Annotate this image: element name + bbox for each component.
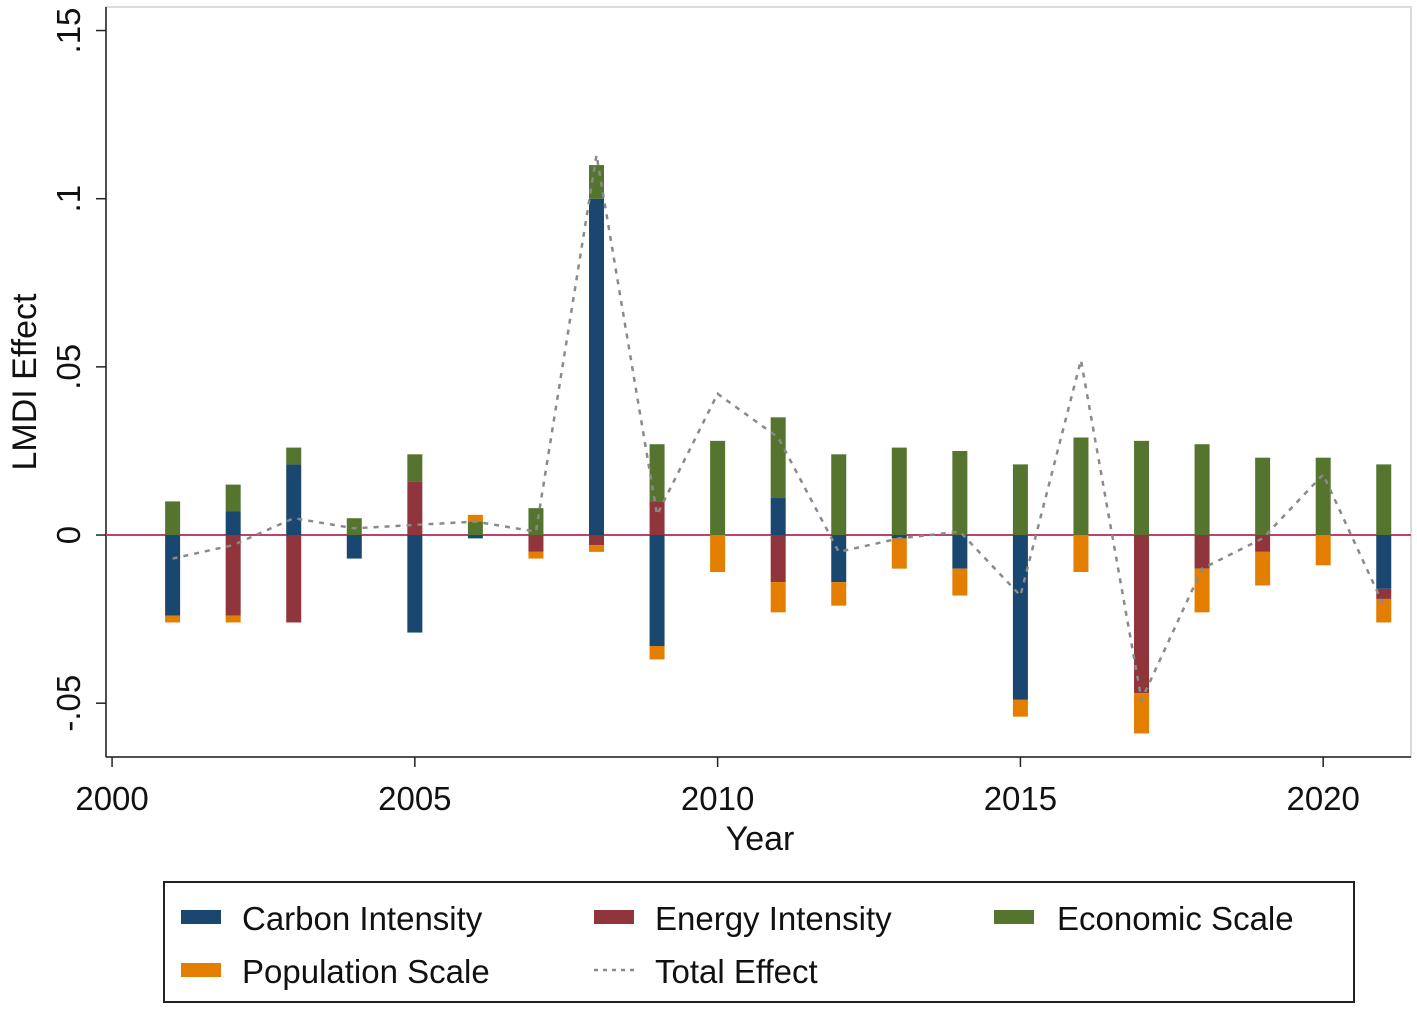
bar-ei-2005	[407, 481, 423, 536]
legend-label-economic-scale: Economic Scale	[1057, 900, 1294, 937]
bar-ci-2004	[346, 535, 362, 559]
bar-es-2001	[165, 501, 181, 536]
bar-ci-2006	[467, 535, 483, 539]
x-tick-label: 2005	[378, 780, 451, 817]
bar-ps-2020	[1315, 535, 1331, 566]
legend-key-economic-scale	[994, 910, 1034, 924]
bar-ps-2010	[710, 535, 726, 573]
bar-es-2014	[952, 450, 968, 536]
bar-es-2015	[1012, 464, 1028, 536]
bar-ci-2009	[649, 535, 665, 647]
bar-ei-2003	[286, 535, 302, 623]
legend-key-energy-intensity	[594, 910, 634, 924]
bar-ci-2005	[407, 535, 423, 633]
bar-es-2003	[286, 447, 302, 465]
bar-ps-2012	[831, 582, 847, 606]
y-tick-label: 0	[50, 526, 87, 544]
total-effect-line	[172, 154, 1385, 704]
bar-ei-2008	[589, 535, 605, 546]
x-tick-label: 2015	[984, 780, 1057, 817]
legend: Carbon Intensity Energy Intensity Econom…	[163, 881, 1355, 1003]
bar-ps-2011	[770, 582, 786, 613]
bar-ps-2013	[891, 538, 907, 569]
legend-key-population-scale	[181, 963, 221, 977]
bar-ei-2017	[1134, 535, 1150, 694]
bar-ei-2018	[1194, 535, 1210, 569]
x-tick-label: 2000	[75, 780, 148, 817]
bar-ci-2002	[225, 511, 241, 536]
x-axis-ticks: 2000 2005 2010 2015 2020	[75, 757, 1360, 817]
y-axis-title: LMDI Effect	[6, 293, 44, 471]
bar-es-2016	[1073, 437, 1089, 536]
y-tick-label: -.05	[50, 675, 87, 732]
bar-series	[165, 165, 1392, 734]
plot-area	[105, 6, 1412, 758]
bar-ei-2019	[1255, 535, 1271, 552]
bar-ci-2003	[286, 464, 302, 536]
bar-es-2005	[407, 454, 423, 482]
bar-ps-2001	[165, 615, 181, 623]
legend-label-population-scale: Population Scale	[242, 953, 490, 990]
bar-ci-2008	[589, 198, 605, 536]
y-tick-label: .1	[50, 185, 87, 213]
bar-es-2012	[831, 454, 847, 536]
legend-box	[163, 881, 1355, 1003]
x-tick-label: 2010	[681, 780, 754, 817]
bar-ps-2002	[225, 615, 241, 623]
bar-ps-2006	[467, 514, 483, 522]
x-tick-label: 2020	[1286, 780, 1359, 817]
bar-ci-2011	[770, 498, 786, 536]
bar-ps-2008	[589, 545, 605, 552]
bar-es-2010	[710, 440, 726, 536]
bar-ci-2001	[165, 535, 181, 616]
bar-es-2019	[1255, 457, 1271, 536]
bar-es-2018	[1194, 444, 1210, 536]
y-tick-label: .15	[50, 8, 87, 54]
legend-key-carbon-intensity	[181, 910, 221, 924]
y-axis-ticks: -.05 0 .05 .1 .15	[50, 8, 106, 732]
bar-es-2009	[649, 444, 665, 502]
bar-ps-2016	[1073, 535, 1089, 573]
bar-es-2021	[1376, 464, 1392, 536]
bar-ei-2021	[1376, 588, 1392, 599]
bar-ci-2015	[1012, 535, 1028, 700]
bar-ps-2015	[1012, 699, 1028, 717]
bar-ps-2007	[528, 551, 544, 559]
x-axis-title: Year	[726, 820, 795, 858]
legend-label-carbon-intensity: Carbon Intensity	[242, 900, 483, 937]
bar-ci-2021	[1376, 535, 1392, 589]
bar-es-2017	[1134, 440, 1150, 536]
bar-ei-2007	[528, 535, 544, 552]
legend-label-total-effect: Total Effect	[655, 953, 818, 990]
bar-es-2011	[770, 417, 786, 499]
bar-ps-2009	[649, 646, 665, 660]
bar-ei-2009	[649, 501, 665, 536]
bar-ps-2021	[1376, 598, 1392, 623]
bar-es-2020	[1315, 457, 1331, 536]
bar-es-2013	[891, 447, 907, 536]
bar-ci-2012	[831, 535, 847, 583]
bar-ei-2011	[770, 535, 786, 583]
bar-ps-2014	[952, 568, 968, 596]
bar-ei-2002	[225, 535, 241, 616]
bar-es-2004	[346, 518, 362, 536]
bar-es-2002	[225, 484, 241, 512]
bar-ps-2019	[1255, 551, 1271, 586]
bar-ps-2017	[1134, 693, 1150, 734]
bar-es-2006	[467, 521, 483, 536]
bar-ci-2013	[891, 535, 907, 539]
y-tick-label: .05	[50, 344, 87, 390]
bar-ps-2018	[1194, 568, 1210, 613]
bar-ci-2014	[952, 535, 968, 569]
legend-label-energy-intensity: Energy Intensity	[655, 900, 892, 937]
